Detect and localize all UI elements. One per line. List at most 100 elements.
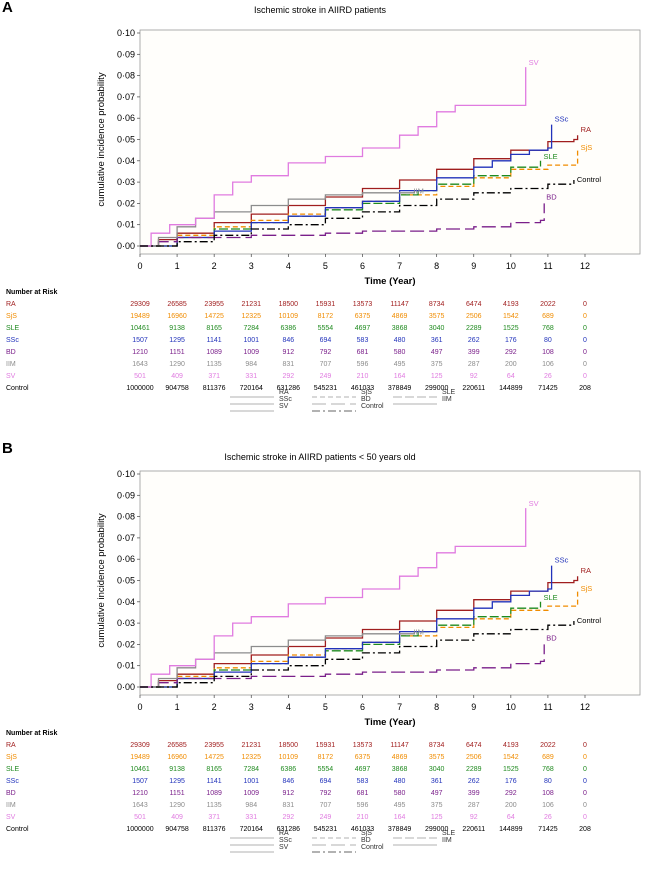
risk-value: 583 — [357, 778, 369, 785]
series-line-bd — [140, 203, 545, 247]
risk-value: 6375 — [355, 313, 371, 320]
chart-title: Ischemic stroke in AIIRD patients < 50 y… — [224, 452, 415, 462]
risk-value: 1507 — [132, 337, 148, 344]
series-end-label: Control — [577, 616, 602, 625]
x-tick-label: 6 — [360, 261, 365, 271]
y-tick-label: 0·06 — [117, 554, 135, 564]
risk-value: 210 — [357, 814, 369, 821]
risk-value: 210 — [357, 373, 369, 380]
risk-value: 1089 — [206, 349, 222, 356]
risk-value: 3575 — [429, 754, 445, 761]
risk-value: 545231 — [314, 385, 337, 392]
risk-value: 16960 — [167, 754, 187, 761]
risk-value: 14725 — [204, 754, 224, 761]
risk-value: 0 — [583, 802, 587, 809]
x-tick-label: 4 — [286, 702, 291, 712]
panel-letter: A — [2, 0, 13, 16]
series-line-control — [140, 621, 575, 688]
risk-value: 292 — [282, 814, 294, 821]
risk-value: 0 — [583, 373, 587, 380]
risk-value: 92 — [470, 814, 478, 821]
risk-value: 583 — [357, 337, 369, 344]
risk-value: 64 — [507, 814, 515, 821]
risk-value: 4697 — [355, 325, 371, 332]
risk-value: 18500 — [279, 301, 299, 308]
risk-value: 200 — [505, 361, 517, 368]
risk-value: 220611 — [462, 385, 485, 392]
series-end-label: SSc — [555, 115, 569, 124]
x-tick-label: 10 — [506, 261, 516, 271]
risk-value: 299000 — [425, 385, 448, 392]
x-tick-label: 11 — [543, 702, 552, 712]
risk-value: 8172 — [318, 313, 334, 320]
risk-value: 596 — [357, 361, 369, 368]
y-tick-label: 0·04 — [117, 156, 135, 166]
risk-value: 1643 — [132, 361, 148, 368]
risk-value: 64 — [507, 373, 515, 380]
risk-value: 11147 — [390, 301, 409, 308]
risk-value: 92 — [470, 373, 478, 380]
risk-value: 331 — [245, 373, 257, 380]
series-line-ra — [140, 135, 579, 247]
risk-value: 0 — [583, 301, 587, 308]
y-tick-label: 0·00 — [117, 682, 135, 692]
legend-label: Control — [361, 844, 384, 851]
y-tick-label: 0·09 — [117, 490, 135, 500]
risk-value: 26 — [544, 373, 552, 380]
risk-value: 10461 — [130, 325, 150, 332]
legend-label: SV — [279, 403, 289, 410]
x-tick-label: 5 — [323, 261, 328, 271]
risk-value: 15931 — [316, 301, 336, 308]
risk-value: 5554 — [318, 766, 334, 773]
risk-value: 2289 — [466, 766, 482, 773]
risk-value: 768 — [542, 325, 554, 332]
risk-value: 29309 — [130, 742, 150, 749]
risk-value: 497 — [431, 349, 443, 356]
risk-value: 1151 — [170, 790, 185, 797]
risk-value: 720164 — [240, 385, 263, 392]
risk-value: 461033 — [351, 826, 374, 833]
risk-value: 14725 — [204, 313, 224, 320]
legend-label: SLE — [442, 389, 456, 396]
risk-value: 811376 — [203, 826, 226, 833]
risk-value: 287 — [468, 802, 480, 809]
y-tick-label: 0·08 — [117, 512, 135, 522]
risk-row-name: SLE — [6, 766, 20, 773]
risk-value: 681 — [357, 790, 369, 797]
x-tick-label: 8 — [434, 261, 439, 271]
risk-row-name: Control — [6, 385, 29, 392]
risk-value: 1507 — [132, 778, 148, 785]
legend-label: BD — [361, 837, 371, 844]
risk-row-name: SLE — [6, 325, 20, 332]
series-end-label: IIM — [413, 628, 423, 637]
risk-value: 19489 — [130, 313, 150, 320]
series-line-control — [140, 180, 575, 247]
risk-value: 164 — [394, 814, 406, 821]
risk-value: 292 — [505, 790, 517, 797]
y-tick-label: 0·06 — [117, 113, 135, 123]
risk-value: 2022 — [540, 301, 556, 308]
risk-value: 399 — [468, 349, 480, 356]
risk-value: 480 — [394, 778, 406, 785]
risk-value: 80 — [544, 778, 552, 785]
risk-value: 5554 — [318, 325, 334, 332]
risk-value: 26585 — [167, 742, 187, 749]
risk-value: 26585 — [167, 301, 187, 308]
y-tick-label: 0·03 — [117, 618, 135, 628]
x-tick-label: 3 — [249, 702, 254, 712]
risk-value: 792 — [320, 790, 332, 797]
y-tick-label: 0·10 — [117, 469, 135, 479]
risk-value: 399 — [468, 790, 480, 797]
series-end-label: BD — [546, 633, 557, 642]
risk-value: 8172 — [318, 754, 334, 761]
risk-value: 6386 — [281, 766, 297, 773]
risk-value: 720164 — [240, 826, 263, 833]
risk-value: 707 — [320, 361, 332, 368]
risk-value: 0 — [583, 742, 587, 749]
risk-value: 12325 — [242, 754, 262, 761]
risk-value: 12325 — [242, 313, 262, 320]
y-tick-label: 0·02 — [117, 198, 135, 208]
legend-label: BD — [361, 396, 371, 403]
series-end-label: RA — [581, 566, 591, 575]
